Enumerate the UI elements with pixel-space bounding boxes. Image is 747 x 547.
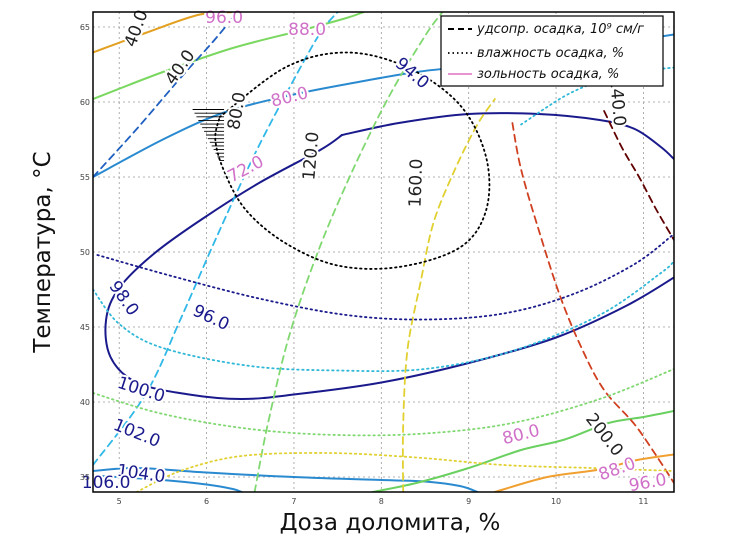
contour-line-dashed	[93, 12, 339, 466]
legend-label-specific-resistance: удсопр. осадка, 10⁹ см/г	[476, 22, 644, 37]
y-tick-label: 65	[80, 23, 90, 32]
contour-line-dotted	[214, 51, 491, 270]
contour-line-solid	[93, 474, 243, 492]
contour-label: 106.0	[82, 473, 131, 493]
x-tick-label: 8	[379, 497, 384, 506]
legend-label-ash: зольность осадка, %	[477, 67, 619, 82]
x-tick-label: 11	[638, 497, 648, 506]
y-tick-label: 40	[80, 398, 90, 407]
contour-line-dashed	[511, 122, 674, 484]
y-tick-label: 45	[80, 323, 90, 332]
legend-box	[440, 15, 664, 87]
contour-line-dotted	[135, 452, 674, 492]
contour-line-dashed	[253, 12, 444, 492]
contour-label: 120.0	[299, 131, 323, 181]
contour-line-solid	[93, 12, 365, 100]
legend: удсопр. осадка, 10⁹ см/г влажность осадк…	[440, 15, 664, 87]
legend-label-moisture: влажность осадка, %	[477, 46, 624, 61]
grid	[93, 12, 674, 492]
contour-label: 96.0	[205, 8, 243, 28]
contour-line-dashed	[603, 110, 674, 241]
x-tick-label: 9	[466, 497, 471, 506]
x-tick-label: 10	[551, 497, 561, 506]
contour-line-dotted	[93, 368, 674, 437]
y-tick-label: 50	[80, 248, 90, 257]
contour-line-dashed	[93, 12, 239, 178]
contour-line-dotted	[96, 233, 674, 321]
x-axis-label: Доза доломита, %	[280, 510, 501, 536]
contour-label: 160.0	[405, 158, 427, 207]
x-tick-label: 5	[117, 497, 122, 506]
y-tick-label: 60	[80, 98, 90, 107]
contour-label: 88.0	[288, 20, 326, 40]
contour-line-solid	[93, 466, 479, 492]
x-tick-label: 7	[291, 497, 296, 506]
contour-line-solid	[493, 453, 674, 492]
contour-line-solid	[371, 410, 674, 492]
y-tick-label: 35	[80, 473, 90, 482]
plot-frame	[92, 11, 675, 493]
y-tick-label: 55	[80, 173, 90, 182]
contour-line-solid	[341, 112, 674, 160]
hatch-region	[192, 109, 225, 161]
y-axis-label: Температура, °C	[30, 151, 56, 353]
contour-line-dotted	[93, 260, 674, 373]
x-tick-label: 6	[204, 497, 209, 506]
contour-line-solid	[104, 134, 674, 401]
axis-ticks: 5 6 7 8 9 10 11 35 40 45 50 55 60 65	[80, 23, 649, 506]
